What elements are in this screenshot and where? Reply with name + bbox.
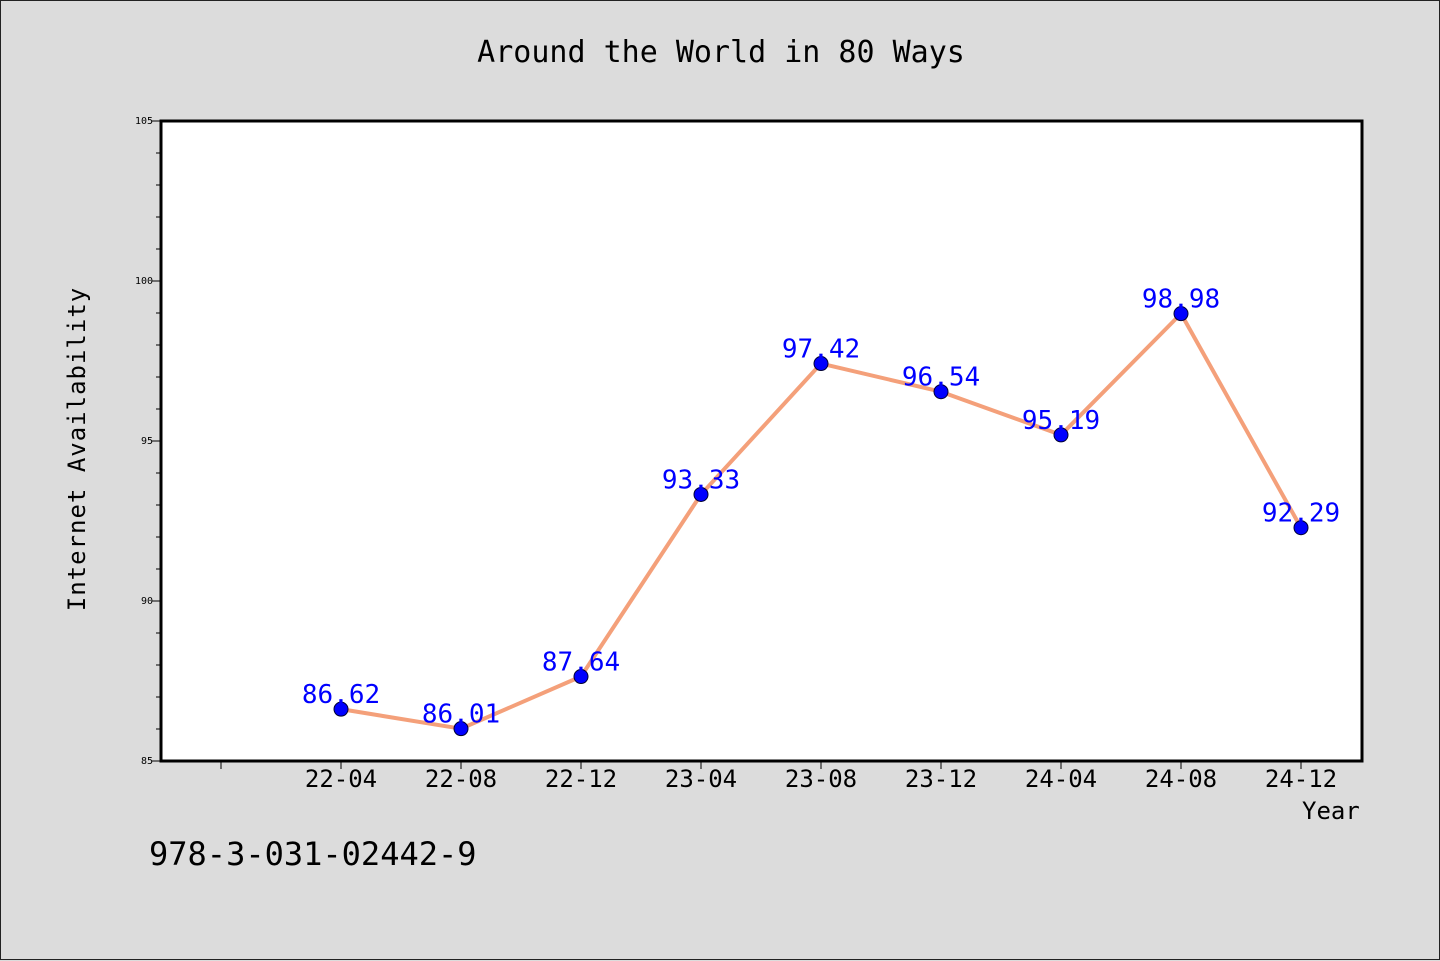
x-tick-label: 23-12: [905, 765, 977, 793]
x-tick-label: 22-08: [425, 765, 497, 793]
data-label: 87.64: [542, 648, 620, 678]
data-point: [453, 721, 469, 737]
data-point: [693, 486, 709, 502]
data-point: [1053, 427, 1069, 443]
series: [333, 306, 1309, 737]
data-label: 92.29: [1262, 499, 1340, 529]
data-label: 86.62: [302, 680, 380, 710]
data-label: 86.01: [422, 700, 500, 730]
data-point: [933, 384, 949, 400]
y-tick-label: 90: [141, 596, 153, 607]
x-axis: 22-04 22-08 22-12 23-04 23-08 23-12 24-04 24-08…: [220, 761, 1337, 793]
data-label: 97.42: [782, 335, 860, 365]
data-point: [1293, 520, 1309, 536]
data-labels: 86.62 86.01 87.64 93.33 97.42 96.54 95.19 98.98…: [302, 285, 1340, 730]
y-axis-title: Internet Availability: [63, 286, 91, 612]
x-tick-label: 22-04: [305, 765, 377, 793]
data-point: [813, 356, 829, 372]
x-tick-label: 23-08: [785, 765, 857, 793]
data-label: 98.98: [1142, 285, 1220, 315]
x-tick-label: 23-04: [665, 765, 737, 793]
data-point: [333, 701, 349, 717]
data-label: 95.19: [1022, 406, 1100, 436]
x-tick-label: 24-08: [1145, 765, 1217, 793]
y-tick-label: 85: [141, 756, 153, 767]
x-tick-label: 22-12: [545, 765, 617, 793]
data-label: 96.54: [902, 363, 980, 393]
chart-title: Around the World in 80 Ways: [477, 35, 965, 70]
x-axis-title: Year: [1302, 797, 1360, 825]
x-tick-label: 24-04: [1025, 765, 1097, 793]
footer-isbn: 978-3-031-02442-9: [149, 835, 477, 873]
data-point: [573, 669, 589, 685]
y-tick-label: 95: [141, 436, 153, 447]
y-axis: 85 90 95 100 105: [135, 116, 161, 767]
x-tick-label: 24-12: [1265, 765, 1337, 793]
y-tick-label: 100: [135, 276, 153, 287]
data-label: 93.33: [662, 465, 740, 495]
data-point: [1173, 306, 1189, 322]
y-tick-label: 105: [135, 116, 153, 127]
plot-area: [159, 119, 1364, 763]
